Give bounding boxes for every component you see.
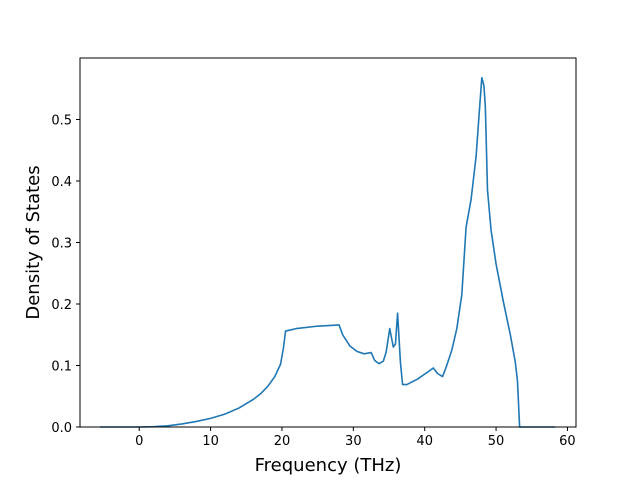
y-tick-label: 0.2	[51, 298, 72, 313]
x-tick-label: 20	[274, 434, 291, 449]
x-tick-label: 0	[135, 434, 143, 449]
y-axis-ticks: 0.0 0.1 0.2 0.3 0.4 0.5	[51, 114, 80, 436]
x-tick-label: 10	[202, 434, 219, 449]
plot-area	[99, 76, 556, 428]
x-tick-label: 60	[559, 434, 576, 449]
y-tick-label: 0.0	[51, 421, 72, 436]
y-tick-label: 0.4	[51, 175, 72, 190]
plot-frame	[79, 57, 577, 428]
series-line	[99, 76, 556, 428]
x-axis-ticks: 0 10 20 30 40 50 60	[135, 427, 576, 449]
y-tick-label: 0.5	[51, 114, 72, 129]
x-tick-label: 30	[345, 434, 362, 449]
x-tick-label: 50	[488, 434, 505, 449]
x-tick-label: 40	[416, 434, 433, 449]
y-tick-label: 0.1	[51, 360, 72, 375]
x-axis-label: Frequency (THz)	[255, 455, 402, 476]
y-tick-label: 0.3	[51, 237, 72, 252]
y-axis-label: Density of States	[23, 165, 44, 319]
